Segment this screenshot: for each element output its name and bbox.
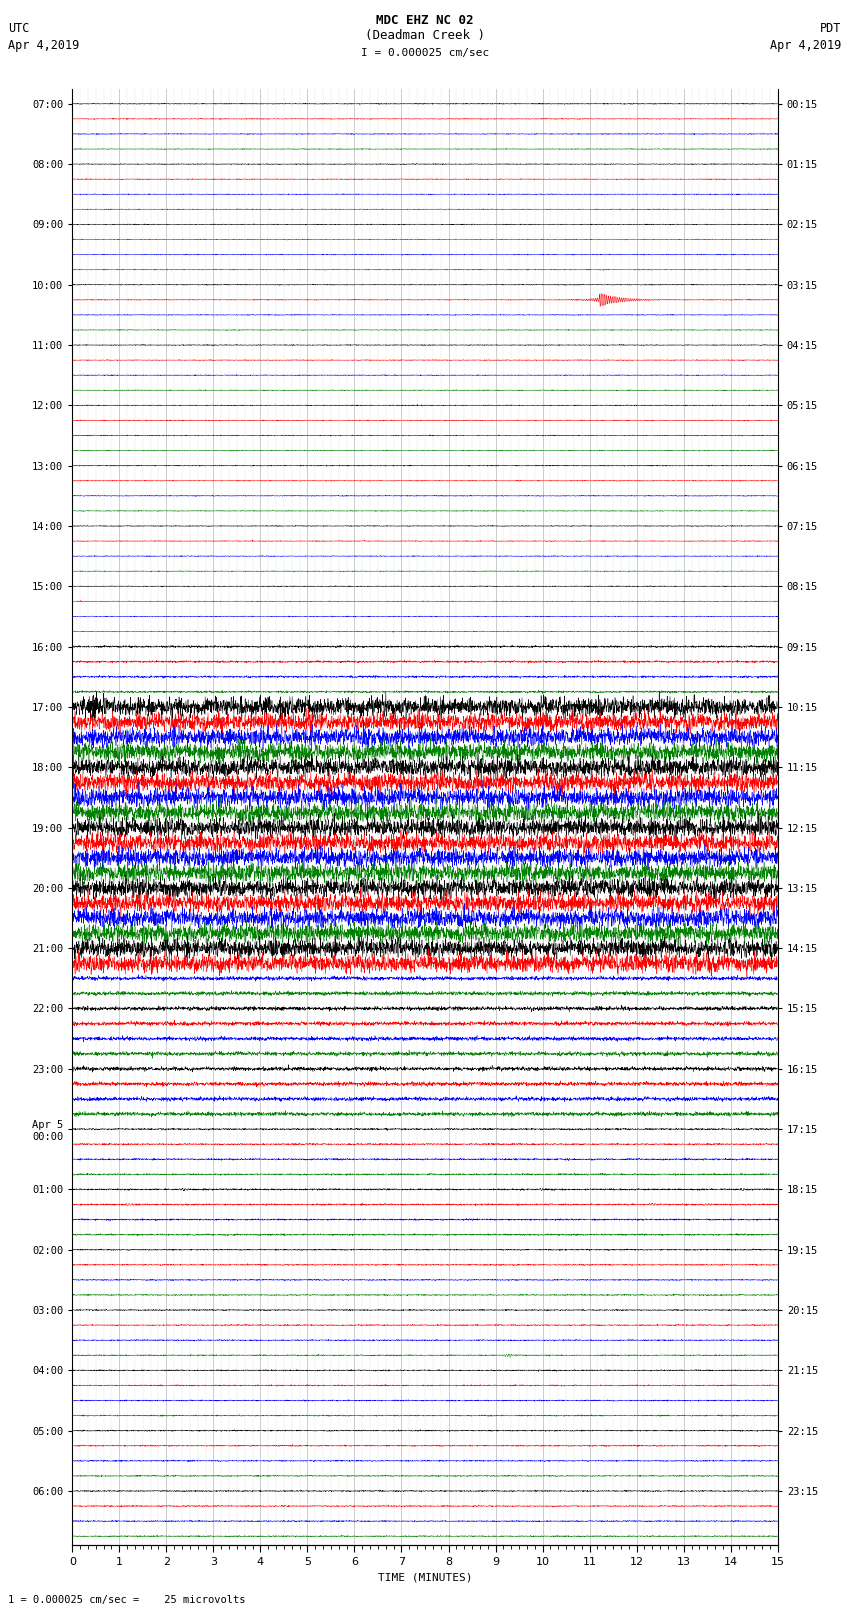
X-axis label: TIME (MINUTES): TIME (MINUTES) — [377, 1573, 473, 1582]
Text: UTC: UTC — [8, 23, 30, 35]
Text: (Deadman Creek ): (Deadman Creek ) — [365, 29, 485, 42]
Text: PDT: PDT — [820, 23, 842, 35]
Text: Apr 4,2019: Apr 4,2019 — [8, 39, 80, 52]
Text: I = 0.000025 cm/sec: I = 0.000025 cm/sec — [361, 48, 489, 58]
Text: 1 = 0.000025 cm/sec =    25 microvolts: 1 = 0.000025 cm/sec = 25 microvolts — [8, 1595, 246, 1605]
Text: MDC EHZ NC 02: MDC EHZ NC 02 — [377, 15, 473, 27]
Text: Apr 4,2019: Apr 4,2019 — [770, 39, 842, 52]
